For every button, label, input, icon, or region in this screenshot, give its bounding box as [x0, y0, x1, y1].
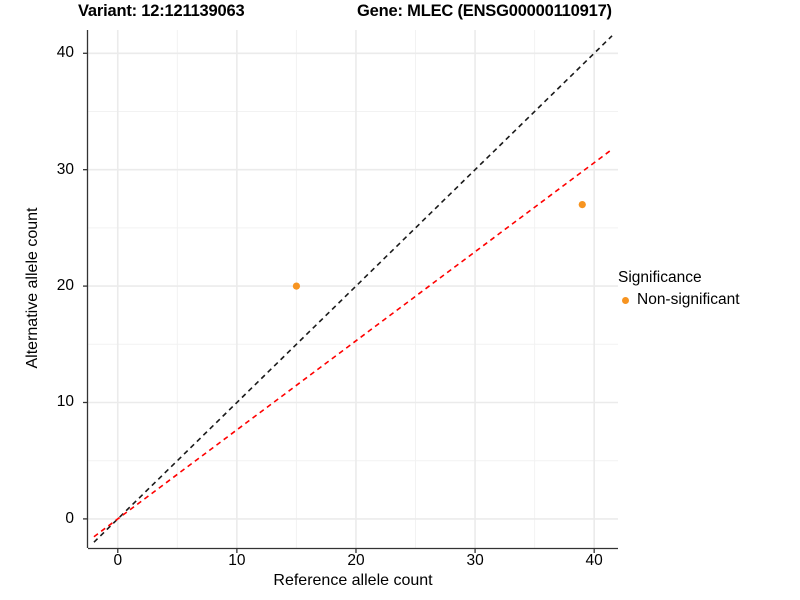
- legend: Significance Non-significant: [618, 268, 794, 310]
- chart-title-row: Variant: 12:121139063 Gene: MLEC (ENSG00…: [0, 0, 800, 26]
- x-tick-label: 0: [113, 552, 123, 569]
- reference-line-identity: [93, 35, 613, 543]
- legend-point-icon: [618, 292, 635, 309]
- legend-title: Significance: [618, 269, 702, 286]
- y-tick-label: 20: [56, 277, 74, 295]
- y-tick-label: 0: [65, 509, 74, 527]
- y-axis-tick-labels: 40 30 20 10 0: [30, 0, 74, 600]
- major-gridlines: [88, 30, 618, 548]
- y-tick-label: 30: [56, 160, 74, 178]
- x-tick-label: 40: [585, 552, 603, 569]
- plot-panel: [88, 30, 618, 548]
- x-tick-label: 10: [228, 552, 246, 569]
- data-point: [292, 282, 301, 290]
- data-points: [292, 201, 586, 290]
- legend-item-label: Non-significant: [637, 291, 740, 308]
- x-tick-label: 20: [347, 552, 365, 569]
- plot-area-svg: [88, 30, 618, 548]
- y-tick-label: 10: [56, 393, 74, 411]
- variant-title: Variant: 12:121139063: [78, 2, 245, 20]
- x-axis-title: Reference allele count: [273, 572, 433, 589]
- y-tick-label: 40: [56, 44, 74, 62]
- legend-item-non-significant[interactable]: Non-significant: [618, 290, 794, 310]
- x-axis-tick-labels: 0 10 20 30 40: [0, 552, 800, 576]
- reference-lines: [93, 35, 613, 543]
- gene-title: Gene: MLEC (ENSG00000110917): [357, 2, 612, 20]
- x-tick-label: 30: [466, 552, 484, 569]
- data-point: [578, 201, 586, 209]
